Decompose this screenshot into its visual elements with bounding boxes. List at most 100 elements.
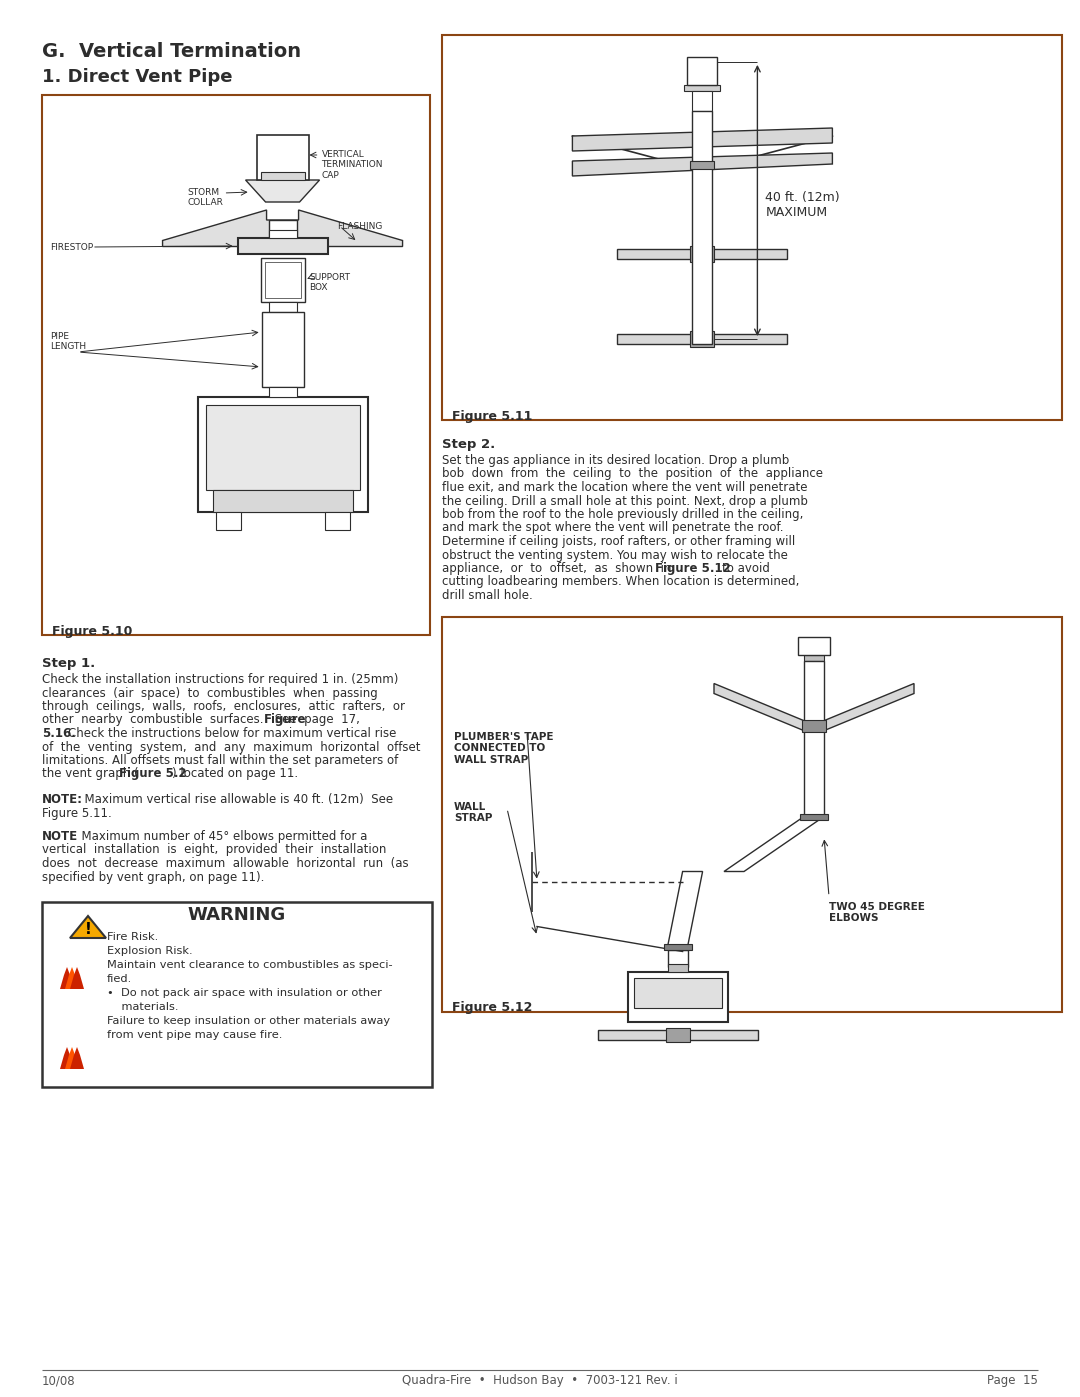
Text: :  Maximum number of 45° elbows permitted for a: : Maximum number of 45° elbows permitted… — [70, 830, 367, 842]
Text: FIRESTOP: FIRESTOP — [50, 243, 93, 251]
Text: PLUMBER'S TAPE
CONNECTED TO
WALL STRAP: PLUMBER'S TAPE CONNECTED TO WALL STRAP — [454, 732, 554, 764]
Bar — [634, 978, 721, 1007]
Bar — [42, 95, 430, 636]
Bar — [690, 246, 714, 263]
Bar — [442, 616, 1062, 1011]
Bar — [685, 85, 720, 91]
Text: Check the instructions below for maximum vertical rise: Check the instructions below for maximum… — [68, 726, 396, 740]
Polygon shape — [70, 1046, 84, 1069]
Bar — [802, 719, 826, 732]
Polygon shape — [70, 967, 84, 989]
Text: Figure 5.11: Figure 5.11 — [453, 409, 532, 423]
Text: 1. Direct Vent Pipe: 1. Direct Vent Pipe — [42, 68, 232, 87]
Bar — [265, 263, 300, 298]
Text: vertical  installation  is  eight,  provided  their  installation: vertical installation is eight, provided… — [42, 844, 387, 856]
Bar — [690, 161, 714, 169]
Bar — [692, 110, 713, 344]
Text: specified by vent graph, on page 11).: specified by vent graph, on page 11). — [42, 870, 265, 883]
Text: from vent pipe may cause fire.: from vent pipe may cause fire. — [107, 1030, 282, 1039]
Text: does  not  decrease  maximum  allowable  horizontal  run  (as: does not decrease maximum allowable hori… — [42, 856, 408, 870]
Bar — [667, 950, 688, 967]
Text: !: ! — [84, 922, 92, 937]
Text: G.  Vertical Termination: G. Vertical Termination — [42, 42, 301, 61]
Bar — [665, 1028, 690, 1042]
Polygon shape — [70, 916, 106, 937]
Text: drill small hole.: drill small hole. — [442, 590, 532, 602]
Polygon shape — [724, 816, 824, 872]
Bar — [597, 1030, 757, 1039]
Text: ) located on page 11.: ) located on page 11. — [172, 767, 298, 781]
Text: Set the gas appliance in its desired location. Drop a plumb: Set the gas appliance in its desired loc… — [442, 454, 789, 467]
Bar — [804, 661, 824, 816]
Polygon shape — [65, 967, 79, 989]
Text: and mark the spot where the vent will penetrate the roof.: and mark the spot where the vent will pe… — [442, 521, 783, 535]
Polygon shape — [65, 1046, 79, 1069]
Text: WARNING: WARNING — [188, 907, 286, 923]
Polygon shape — [572, 129, 833, 151]
Polygon shape — [714, 683, 806, 732]
Text: to avoid: to avoid — [723, 562, 770, 576]
Bar — [692, 91, 713, 110]
Bar — [261, 312, 303, 387]
Polygon shape — [163, 210, 403, 246]
Bar — [269, 231, 297, 237]
Text: Maintain vent clearance to combustibles as speci-: Maintain vent clearance to combustibles … — [107, 960, 393, 970]
Text: Check the installation instructions for required 1 in. (25mm): Check the installation instructions for … — [42, 673, 399, 686]
Text: Quadra-Fire  •  Hudson Bay  •  7003-121 Rev. i: Quadra-Fire • Hudson Bay • 7003-121 Rev.… — [402, 1375, 678, 1387]
Text: 10/08: 10/08 — [42, 1375, 76, 1387]
Text: FLASHING: FLASHING — [338, 222, 383, 231]
Polygon shape — [60, 1046, 75, 1069]
Text: Step 2.: Step 2. — [442, 439, 496, 451]
Text: MAXIMUM: MAXIMUM — [766, 205, 827, 218]
Text: VERTICAL
TERMINATION
CAP: VERTICAL TERMINATION CAP — [322, 149, 383, 180]
Text: TWO 45 DEGREE
ELBOWS: TWO 45 DEGREE ELBOWS — [829, 901, 924, 923]
Text: Determine if ceiling joists, roof rafters, or other framing will: Determine if ceiling joists, roof rafter… — [442, 535, 795, 548]
Text: fied.: fied. — [107, 974, 132, 983]
Bar — [257, 136, 309, 180]
Polygon shape — [60, 967, 75, 989]
Text: Figure 5.10: Figure 5.10 — [52, 624, 133, 638]
Text: NOTE:: NOTE: — [42, 793, 83, 806]
Bar — [205, 405, 360, 490]
Text: Fire Risk.: Fire Risk. — [107, 932, 159, 942]
Bar — [687, 57, 717, 85]
Text: cutting loadbearing members. When location is determined,: cutting loadbearing members. When locati… — [442, 576, 799, 588]
Bar — [216, 511, 241, 529]
Text: Page  15: Page 15 — [987, 1375, 1038, 1387]
Polygon shape — [822, 683, 914, 732]
Text: Step 1.: Step 1. — [42, 657, 95, 671]
Text: materials.: materials. — [107, 1002, 178, 1011]
Bar — [260, 172, 305, 180]
Bar — [800, 813, 828, 820]
Text: 5.16.: 5.16. — [42, 726, 76, 740]
Text: bob from the roof to the hole previously drilled in the ceiling,: bob from the roof to the hole previously… — [442, 509, 804, 521]
Bar — [260, 258, 305, 302]
Text: through  ceilings,  walls,  roofs,  enclosures,  attic  rafters,  or: through ceilings, walls, roofs, enclosur… — [42, 700, 405, 712]
Bar — [269, 219, 297, 237]
Text: Maximum vertical rise allowable is 40 ft. (12m)  See: Maximum vertical rise allowable is 40 ft… — [77, 793, 393, 806]
Bar — [618, 249, 787, 258]
Text: Figure 5.11.: Figure 5.11. — [42, 806, 111, 820]
Bar — [627, 971, 728, 1021]
Text: Figure 5.12: Figure 5.12 — [654, 562, 731, 576]
Text: Figure 5.12: Figure 5.12 — [453, 1002, 532, 1014]
Bar — [269, 387, 297, 397]
Bar — [198, 397, 367, 511]
Text: limitations. All offsets must fall within the set parameters of: limitations. All offsets must fall withi… — [42, 754, 399, 767]
Text: clearances  (air  space)  to  combustibles  when  passing: clearances (air space) to combustibles w… — [42, 686, 378, 700]
Text: 40 ft. (12m): 40 ft. (12m) — [766, 190, 840, 204]
Text: other  nearby  combustible  surfaces.   See  page  17,: other nearby combustible surfaces. See p… — [42, 714, 367, 726]
Text: SUPPORT
BOX: SUPPORT BOX — [310, 272, 351, 292]
Bar — [667, 964, 688, 971]
Text: PIPE
LENGTH: PIPE LENGTH — [50, 332, 86, 352]
Bar — [325, 511, 350, 529]
Bar — [42, 902, 432, 1087]
Text: flue exit, and mark the location where the vent will penetrate: flue exit, and mark the location where t… — [442, 481, 808, 495]
Text: WALL
STRAP: WALL STRAP — [454, 802, 492, 823]
Bar — [213, 490, 352, 511]
Text: Failure to keep insulation or other materials away: Failure to keep insulation or other mate… — [107, 1016, 390, 1025]
Bar — [238, 237, 327, 254]
Bar — [804, 655, 824, 661]
Bar — [663, 943, 691, 950]
Text: •  Do not pack air space with insulation or other: • Do not pack air space with insulation … — [107, 988, 382, 997]
